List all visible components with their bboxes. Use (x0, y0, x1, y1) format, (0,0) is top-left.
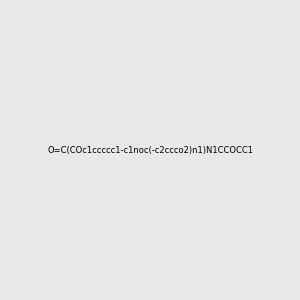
Text: O=C(COc1ccccc1-c1noc(-c2ccco2)n1)N1CCOCC1: O=C(COc1ccccc1-c1noc(-c2ccco2)n1)N1CCOCC… (47, 146, 253, 154)
